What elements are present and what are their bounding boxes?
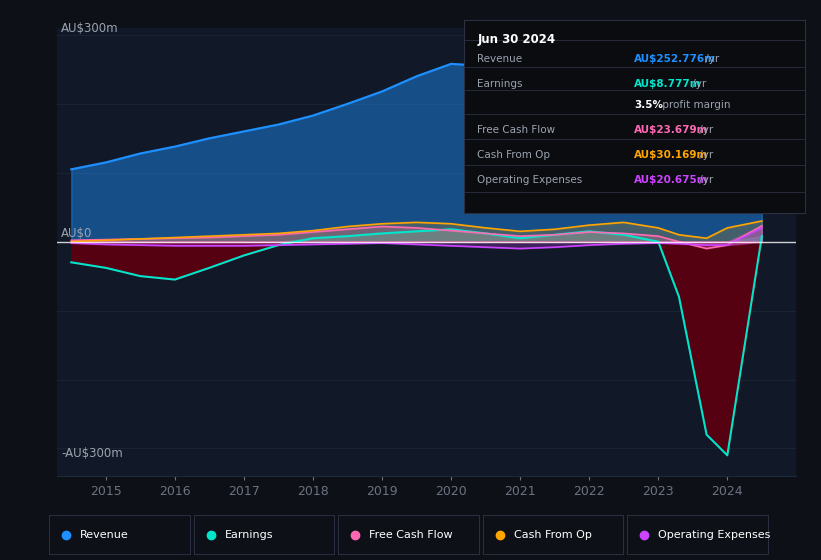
Text: -AU$300m: -AU$300m [61, 447, 122, 460]
Text: AU$23.679m: AU$23.679m [635, 125, 709, 135]
Text: 3.5%: 3.5% [635, 100, 663, 110]
Text: /yr: /yr [702, 54, 719, 64]
Text: AU$30.169m: AU$30.169m [635, 150, 709, 160]
Text: AU$252.776m: AU$252.776m [635, 54, 716, 64]
Text: Operating Expenses: Operating Expenses [478, 175, 583, 185]
Text: Earnings: Earnings [478, 80, 523, 90]
Text: AU$300m: AU$300m [61, 22, 118, 35]
Text: Revenue: Revenue [80, 530, 129, 540]
Text: /yr: /yr [695, 150, 713, 160]
Text: /yr: /yr [690, 80, 707, 90]
Text: AU$20.675m: AU$20.675m [635, 175, 709, 185]
Text: AU$0: AU$0 [61, 227, 92, 240]
Text: Cash From Op: Cash From Op [478, 150, 551, 160]
Text: Free Cash Flow: Free Cash Flow [369, 530, 452, 540]
Text: Free Cash Flow: Free Cash Flow [478, 125, 556, 135]
Text: Revenue: Revenue [478, 54, 523, 64]
Text: Cash From Op: Cash From Op [514, 530, 591, 540]
Text: /yr: /yr [695, 125, 713, 135]
Text: AU$8.777m: AU$8.777m [635, 80, 702, 90]
Text: Earnings: Earnings [225, 530, 273, 540]
Text: Jun 30 2024: Jun 30 2024 [478, 33, 556, 46]
Text: Operating Expenses: Operating Expenses [658, 530, 770, 540]
Text: profit margin: profit margin [658, 100, 730, 110]
Text: /yr: /yr [695, 175, 713, 185]
